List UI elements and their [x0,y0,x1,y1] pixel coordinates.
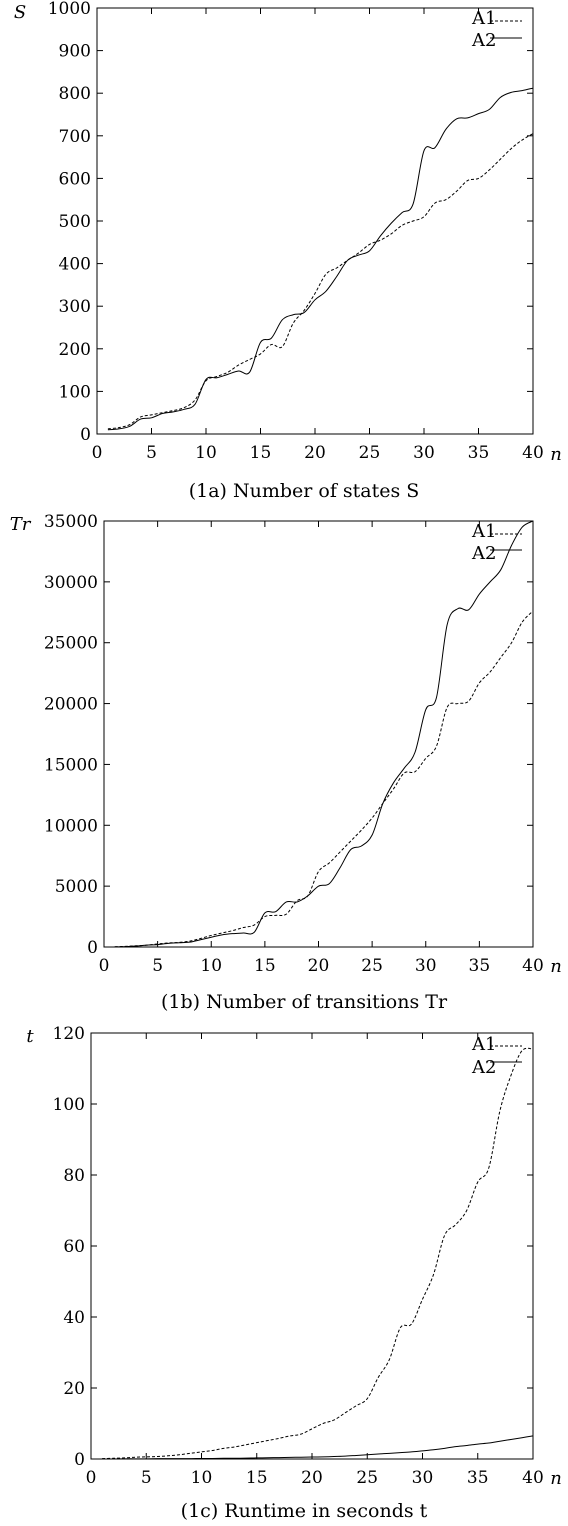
x-tick-label: 30 [413,443,435,463]
x-tick-label: 10 [195,443,217,463]
x-tick-label: 15 [246,1468,268,1488]
plot-frame [96,7,534,435]
y-tick-label: 0 [80,425,91,445]
chart-caption: (1c) Runtime in seconds t [181,1500,428,1522]
y-tick-label: 15000 [44,755,98,775]
chart-panel-1: 0 100 200 300 400 500 600 700 800 900 1000 0 5 10 15 20… [14,0,562,502]
x-tick-label: 25 [359,443,381,463]
plot-frame [90,1032,534,1460]
y-tick-label: 700 [59,127,91,147]
x-tick-label: 30 [415,956,437,976]
x-tick-label: 35 [469,956,491,976]
y-tick-label: 400 [59,255,91,275]
x-tick-label: 20 [304,443,326,463]
chart-panel-3: 0 20 40 60 80 100 120 0 5 10 15 20 25 30 35 40 t n (1c) Ru… [26,1024,561,1522]
series-line-a2 [102,1435,534,1460]
y-tick-label: 0 [87,938,98,958]
x-tick-label: 15 [254,956,276,976]
y-tick-label: 20 [63,1379,85,1399]
y-tick-label: 60 [63,1237,85,1257]
y-tick-label: 30000 [44,573,98,593]
x-axis-label: n [550,1468,562,1489]
y-tick-label: 10000 [44,816,98,836]
y-tick-label: 1000 [48,0,91,19]
y-tick-label: 300 [59,297,91,317]
x-tick-label: 25 [361,956,383,976]
y-tick-label: 35000 [44,512,98,532]
y-tick-label: 800 [59,84,91,104]
x-tick-label: 35 [468,443,490,463]
series-line-a1 [107,133,534,430]
legend-label-a1: A1 [471,1034,496,1055]
chart-panel-2: 0 5000 10000 15000 20000 25000 30000 35000 0 5 10 1… [10,512,562,1013]
x-tick-label: 0 [99,956,110,976]
y-tick-label: 600 [59,169,91,189]
y-tick-label: 120 [53,1024,85,1044]
series-line-a1 [102,1047,534,1460]
legend-label-a1: A1 [471,521,496,542]
x-tick-label: 10 [191,1468,213,1488]
y-tick-label: 900 [59,42,91,62]
y-tick-label: 25000 [44,634,98,654]
y-tick-label: 100 [59,382,91,402]
y-tick-label: 80 [63,1166,85,1186]
x-tick-label: 10 [200,956,222,976]
x-tick-label: 5 [152,956,163,976]
plot-frame [103,520,534,948]
x-tick-label: 30 [412,1468,434,1488]
legend-label-a2: A2 [471,1057,496,1078]
x-tick-label: 0 [92,443,103,463]
x-axis-label: n [550,956,562,977]
x-tick-label: 20 [308,956,330,976]
x-tick-label: 5 [141,1468,152,1488]
x-tick-label: 25 [356,1468,378,1488]
x-tick-label: 15 [250,443,272,463]
legend-label-a1: A1 [471,8,496,29]
x-tick-label: 40 [522,1468,544,1488]
y-tick-label: 200 [59,340,91,360]
x-tick-label: 20 [301,1468,323,1488]
x-tick-label: 35 [467,1468,489,1488]
x-tick-label: 40 [522,956,544,976]
series-line-a2 [114,520,534,948]
y-tick-label: 100 [53,1095,85,1115]
series-line-a2 [107,87,534,431]
legend-label-a2: A2 [471,543,496,564]
y-axis-label: Tr [10,514,32,535]
series-line-a1 [114,610,534,948]
y-tick-label: 5000 [55,877,98,897]
y-tick-label: 0 [74,1450,85,1470]
chart-caption: (1b) Number of transitions Tr [161,991,448,1013]
y-tick-label: 40 [63,1308,85,1328]
x-axis-label: n [550,444,562,465]
y-tick-label: 20000 [44,695,98,715]
y-tick-label: 500 [59,212,91,232]
y-axis-label: t [26,1026,34,1047]
y-axis-label: S [14,2,26,23]
x-tick-label: 0 [86,1468,97,1488]
x-tick-label: 5 [146,443,157,463]
chart-caption: (1a) Number of states S [189,480,420,502]
x-tick-label: 40 [522,443,544,463]
legend-label-a2: A2 [471,30,496,51]
